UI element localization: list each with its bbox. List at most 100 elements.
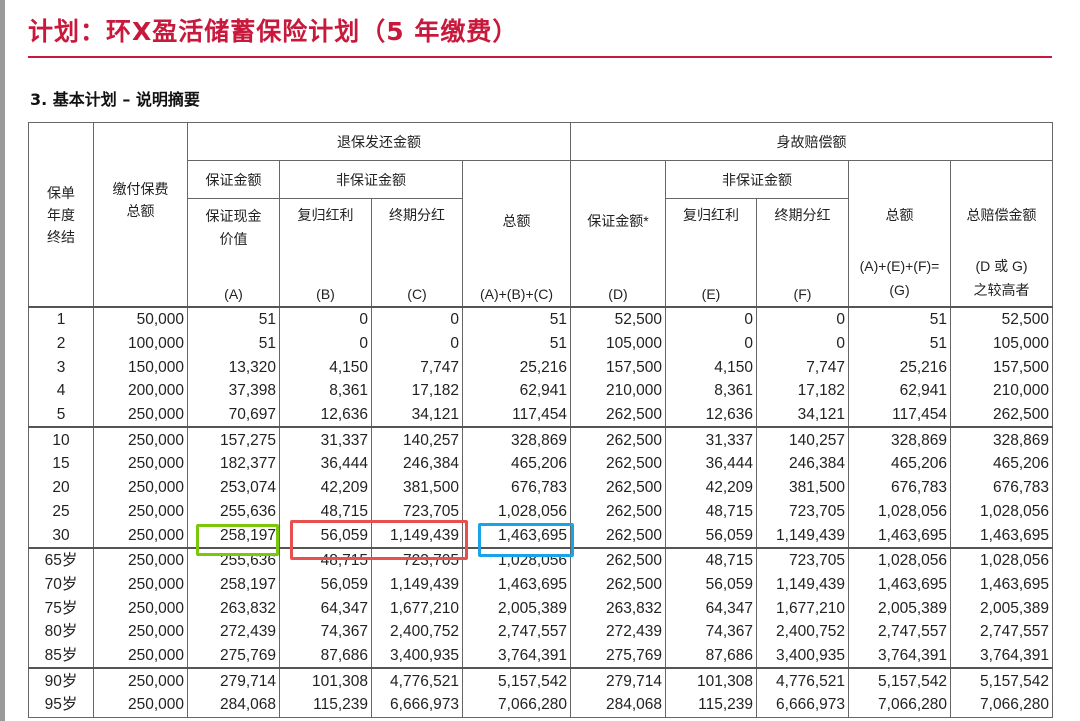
table-row: 80岁 250,000 272,439 74,367 2,400,752 2,747,55… <box>28 619 1053 644</box>
cell-gcv: 258,197 <box>187 523 280 548</box>
header-terminal-death-code: (F) <box>793 286 812 302</box>
cell-rev-bonus: 42,209 <box>279 475 372 500</box>
cell-rev-bonus: 0 <box>279 306 372 332</box>
cell-total-claim: 262,500 <box>950 402 1053 428</box>
cell-premium-paid: 150,000 <box>93 355 188 380</box>
cell-total-claim: 105,000 <box>950 331 1053 356</box>
cell-total-claim: 3,764,391 <box>950 643 1053 669</box>
cell-total-death: 5,157,542 <box>848 667 951 693</box>
cell-total-death: 328,869 <box>848 426 951 453</box>
cell-rev-bonus: 12,636 <box>279 402 372 428</box>
cell-premium-paid: 250,000 <box>93 619 188 644</box>
cell-premium-paid: 250,000 <box>93 523 188 548</box>
cell-rev-bonus: 64,347 <box>279 596 372 620</box>
cell-rev-bonus: 56,059 <box>279 523 372 548</box>
cell-gcv: 70,697 <box>187 402 280 428</box>
cell-total-surrender: 2,747,557 <box>462 619 571 644</box>
cell-rev-bonus: 0 <box>279 331 372 356</box>
header-terminal-death-label: 终期分红 <box>774 207 831 223</box>
cell-gcv: 284,068 <box>187 693 280 718</box>
header-total-death-code: (A)+(E)+(F)= (G) <box>859 258 940 298</box>
cell-total-death: 2,747,557 <box>848 619 951 644</box>
header-total-claim: 总赔偿金额 (D 或 G) 之较高者 <box>950 160 1053 308</box>
cell-total-death: 1,463,695 <box>848 523 951 548</box>
cell-guaranteed-death: 262,500 <box>570 499 666 524</box>
cell-terminal-death: 17,182 <box>756 379 849 403</box>
cell-total-surrender: 1,028,056 <box>462 499 571 524</box>
table-row: 85岁 250,000 275,769 87,686 3,400,935 3,764,39… <box>28 643 1053 669</box>
cell-premium-paid: 250,000 <box>93 426 188 453</box>
cell-rev-bonus-death: 0 <box>665 331 757 356</box>
header-total-code: (A)+(B)+(C) <box>479 286 554 302</box>
cell-total-claim: 2,747,557 <box>950 619 1053 644</box>
cell-total-surrender: 25,216 <box>462 355 571 380</box>
cell-premium-paid: 250,000 <box>93 452 188 476</box>
cell-rev-bonus: 4,150 <box>279 355 372 380</box>
cell-policy-year: 70岁 <box>28 572 94 597</box>
cell-total-surrender: 1,463,695 <box>462 572 571 597</box>
table-row: 30 250,000 258,197 56,059 1,149,439 1,463,695… <box>28 523 1053 548</box>
cell-policy-year: 90岁 <box>28 667 94 693</box>
cell-total-claim: 210,000 <box>950 379 1053 403</box>
cell-terminal-death: 4,776,521 <box>756 667 849 693</box>
cell-terminal-death: 140,257 <box>756 426 849 453</box>
cell-total-claim: 2,005,389 <box>950 596 1053 620</box>
cell-guaranteed-death: 262,500 <box>570 523 666 548</box>
table-row: 70岁 250,000 258,197 56,059 1,149,439 1,463,69… <box>28 572 1053 597</box>
cell-total-surrender: 7,066,280 <box>462 693 571 718</box>
cell-guaranteed-death: 262,500 <box>570 452 666 476</box>
cell-terminal: 140,257 <box>371 426 463 453</box>
cell-rev-bonus-death: 48,715 <box>665 546 757 573</box>
cell-rev-bonus-death: 56,059 <box>665 572 757 597</box>
cell-premium-paid: 250,000 <box>93 499 188 524</box>
table-row: 95岁 250,000 284,068 115,239 6,666,973 7,066,2… <box>28 693 1053 718</box>
cell-total-claim: 465,206 <box>950 452 1053 476</box>
cell-total-surrender: 676,783 <box>462 475 571 500</box>
cell-total-surrender: 2,005,389 <box>462 596 571 620</box>
cell-gcv: 51 <box>187 306 280 332</box>
cell-rev-bonus-death: 36,444 <box>665 452 757 476</box>
cell-guaranteed-death: 284,068 <box>570 693 666 718</box>
cell-policy-year: 25 <box>28 499 94 524</box>
cell-gcv: 255,636 <box>187 499 280 524</box>
cell-terminal: 1,149,439 <box>371 572 463 597</box>
cell-total-death: 676,783 <box>848 475 951 500</box>
cell-guaranteed-death: 52,500 <box>570 306 666 332</box>
cell-guaranteed-death: 262,500 <box>570 475 666 500</box>
cell-terminal-death: 723,705 <box>756 546 849 573</box>
cell-total-surrender: 328,869 <box>462 426 571 453</box>
cell-total-death: 465,206 <box>848 452 951 476</box>
cell-gcv: 255,636 <box>187 546 280 573</box>
cell-guaranteed-death: 279,714 <box>570 667 666 693</box>
table-row: 1 50,000 51 0 0 51 52,500 0 0 51 52,500 <box>28 306 1053 332</box>
highlight-box-green <box>196 524 279 556</box>
header-rev-bonus: 复归红利 (B) <box>279 198 372 308</box>
cell-rev-bonus-death: 64,347 <box>665 596 757 620</box>
header-terminal: 终期分红 (C) <box>371 198 463 308</box>
cell-total-claim: 157,500 <box>950 355 1053 380</box>
cell-terminal-death: 2,400,752 <box>756 619 849 644</box>
cell-total-surrender: 117,454 <box>462 402 571 428</box>
cell-premium-paid: 250,000 <box>93 546 188 573</box>
cell-terminal-death: 34,121 <box>756 402 849 428</box>
cell-total-death: 1,028,056 <box>848 499 951 524</box>
cell-terminal: 34,121 <box>371 402 463 428</box>
cell-policy-year: 4 <box>28 379 94 403</box>
cell-policy-year: 15 <box>28 452 94 476</box>
cell-terminal: 17,182 <box>371 379 463 403</box>
header-total-death: 总额 (A)+(E)+(F)= (G) <box>848 160 951 308</box>
cell-premium-paid: 250,000 <box>93 667 188 693</box>
cell-total-claim: 1,028,056 <box>950 499 1053 524</box>
table-row: 10 250,000 157,275 31,337 140,257 328,869 262,… <box>28 426 1053 453</box>
cell-policy-year: 3 <box>28 355 94 380</box>
header-policy-year: 保单 年度 终结 <box>28 122 94 308</box>
header-premium-paid: 缴付保费 总额 <box>93 122 188 308</box>
page-edge <box>0 0 5 721</box>
highlight-box-red <box>290 520 468 560</box>
cell-total-claim: 1,463,695 <box>950 523 1053 548</box>
cell-terminal-death: 246,384 <box>756 452 849 476</box>
header-rev-bonus-code: (B) <box>316 286 335 302</box>
table-row: 15 250,000 182,377 36,444 246,384 465,206 262,… <box>28 452 1053 476</box>
cell-terminal-death: 0 <box>756 306 849 332</box>
header-total-death-label: 总额 <box>885 207 914 223</box>
